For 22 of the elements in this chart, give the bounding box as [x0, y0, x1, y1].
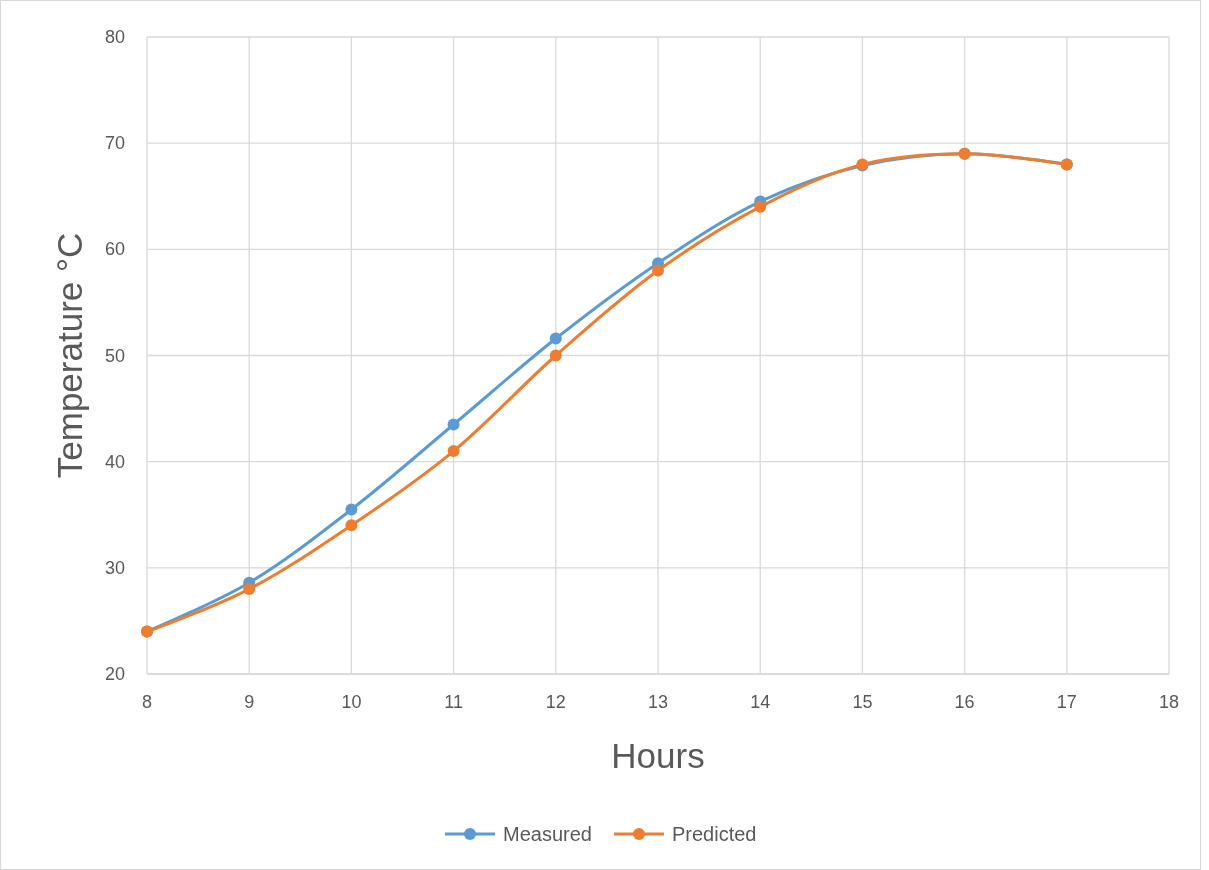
x-tick-label: 9: [244, 692, 255, 712]
x-tick-label: 8: [141, 692, 153, 712]
y-tick-label: 40: [104, 451, 125, 472]
y-tick-label: 30: [104, 557, 125, 578]
x-tick-label: 13: [647, 692, 669, 712]
x-axis-title: Hours: [611, 736, 705, 775]
x-tick-label: 15: [852, 692, 873, 712]
y-tick-label: 80: [104, 27, 125, 47]
legend-label: Measured: [503, 823, 592, 845]
x-tick-label: 11: [444, 692, 463, 712]
x-tick-label: 10: [341, 692, 362, 712]
x-tick-label: 17: [1056, 692, 1077, 712]
y-tick-label: 20: [104, 664, 125, 684]
y-tick-label: 70: [104, 133, 125, 154]
x-tick-label: 12: [545, 692, 566, 712]
y-tick-label: 60: [104, 239, 125, 260]
y-tick-label: 50: [104, 345, 125, 366]
x-tick-label: 14: [750, 692, 771, 712]
x-tick-label: 16: [954, 692, 975, 712]
x-tick-label: 18: [1158, 692, 1180, 712]
y-axis-title: Temperature °C: [50, 232, 89, 479]
legend-label: Predicted: [672, 823, 757, 845]
